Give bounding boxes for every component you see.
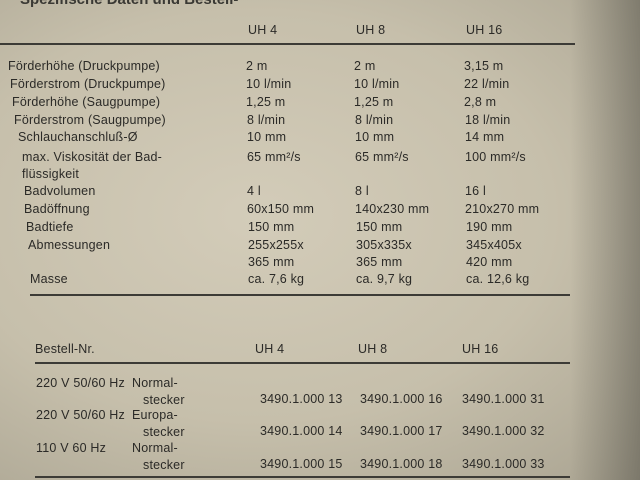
- cell-value: 10 l/min: [354, 77, 400, 91]
- cell-value: 8 l: [355, 184, 369, 198]
- cell-value: 14 mm: [465, 130, 505, 144]
- order-number: 3490.1.000 13: [260, 392, 343, 406]
- cell-value: 22 l/min: [464, 77, 510, 91]
- section-title: Spezifische Daten und Bestell-: [20, 0, 238, 8]
- cell-value: 1,25 m: [246, 95, 286, 109]
- rule: [35, 476, 570, 478]
- row-label: Förderstrom (Saugpumpe): [14, 113, 166, 127]
- row-label: Förderhöhe (Druckpumpe): [8, 59, 160, 73]
- cell-value: 8 l/min: [247, 113, 286, 127]
- voltage: 220 V 50/60 Hz: [36, 408, 125, 422]
- cell-value: 18 l/min: [465, 113, 511, 127]
- column-header: UH 16: [462, 342, 499, 356]
- column-header: UH 8: [356, 23, 386, 37]
- column-header: UH 4: [248, 23, 278, 37]
- order-header: Bestell-Nr.: [35, 342, 95, 356]
- voltage: 110 V 60 Hz: [36, 441, 107, 455]
- cell-value: ca. 7,6 kg: [248, 272, 305, 286]
- cell-value: 16 l: [465, 184, 486, 198]
- cell-value: 305x335x: [356, 238, 412, 252]
- plug-type: Normal-: [132, 441, 178, 455]
- order-number: 3490.1.000 16: [360, 392, 443, 406]
- order-number: 3490.1.000 14: [260, 424, 343, 438]
- voltage: 220 V 50/60 Hz: [36, 376, 125, 390]
- cell-value: 10 mm: [247, 130, 287, 144]
- plug-type: stecker: [143, 393, 185, 407]
- column-header: UH 16: [466, 23, 503, 37]
- cell-value: 1,25 m: [354, 95, 394, 109]
- cell-value: 100 mm²/s: [465, 150, 526, 164]
- rule: [35, 362, 570, 364]
- cell-value: 60x150 mm: [247, 202, 315, 216]
- plug-type: stecker: [143, 458, 185, 472]
- cell-value: 10 l/min: [246, 77, 292, 91]
- cell-value: ca. 9,7 kg: [356, 272, 413, 286]
- order-number: 3490.1.000 17: [360, 424, 443, 438]
- row-label: Badtiefe: [26, 220, 74, 234]
- cell-value: 65 mm²/s: [355, 150, 409, 164]
- cell-value: 65 mm²/s: [247, 150, 301, 164]
- cell-value: 2 m: [246, 59, 268, 73]
- cell-value: 150 mm: [356, 220, 403, 234]
- cell-value: 420 mm: [466, 255, 513, 269]
- cell-value: 345x405x: [466, 238, 522, 252]
- column-header: UH 4: [255, 342, 285, 356]
- row-label: Abmessungen: [28, 238, 111, 252]
- rule: [0, 43, 575, 45]
- cell-value: 2 m: [354, 59, 376, 73]
- cell-value: 4 l: [247, 184, 261, 198]
- rule: [30, 294, 570, 296]
- plug-type: Europa-: [132, 408, 178, 422]
- cell-value: 255x255x: [248, 238, 304, 252]
- order-number: 3490.1.000 33: [462, 457, 545, 471]
- cell-value: 190 mm: [466, 220, 513, 234]
- cell-value: 140x230 mm: [355, 202, 430, 216]
- cell-value: 365 mm: [248, 255, 295, 269]
- cell-value: 150 mm: [248, 220, 295, 234]
- order-number: 3490.1.000 32: [462, 424, 545, 438]
- cell-value: 10 mm: [355, 130, 395, 144]
- row-label: Förderstrom (Druckpumpe): [10, 77, 166, 91]
- cell-value: 8 l/min: [355, 113, 394, 127]
- row-label: Badvolumen: [24, 184, 96, 198]
- row-label: Schlauchanschluß-Ø: [18, 130, 138, 144]
- order-number: 3490.1.000 31: [462, 392, 545, 406]
- cell-value: 365 mm: [356, 255, 403, 269]
- cell-value: 3,15 m: [464, 59, 504, 73]
- row-label: flüssigkeit: [22, 167, 80, 181]
- cell-value: 210x270 mm: [465, 202, 540, 216]
- row-label: max. Viskosität der Bad-: [22, 150, 163, 164]
- plug-type: stecker: [143, 425, 185, 439]
- column-header: UH 8: [358, 342, 388, 356]
- row-label: Masse: [30, 272, 68, 286]
- plug-type: Normal-: [132, 376, 178, 390]
- row-label: Förderhöhe (Saugpumpe): [12, 95, 161, 109]
- order-number: 3490.1.000 18: [360, 457, 443, 471]
- row-label: Badöffnung: [24, 202, 90, 216]
- cell-value: 2,8 m: [464, 95, 497, 109]
- order-number: 3490.1.000 15: [260, 457, 343, 471]
- cell-value: ca. 12,6 kg: [466, 272, 530, 286]
